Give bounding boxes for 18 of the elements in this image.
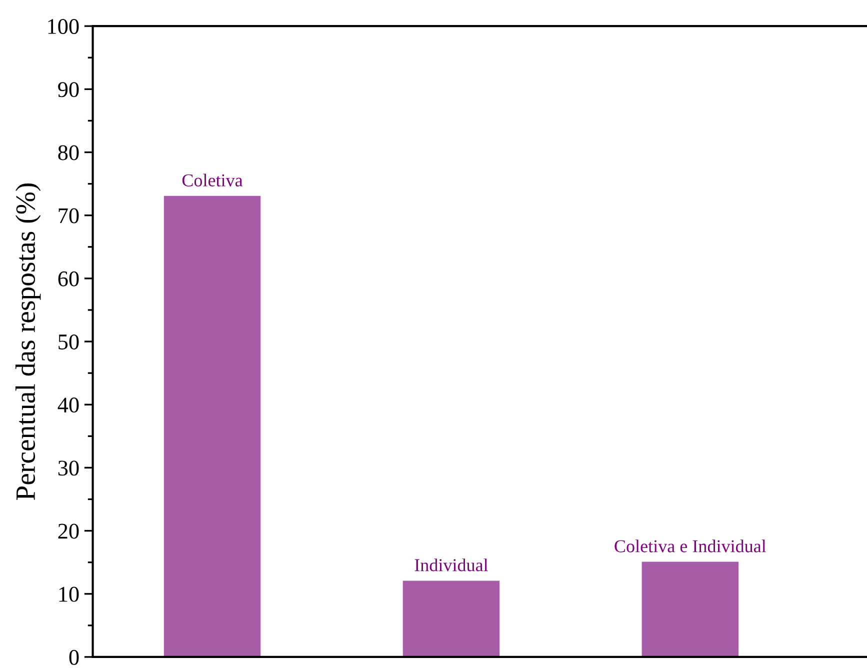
x-tick-label: Coletiva <box>182 174 243 186</box>
y-tick-label: 90 <box>58 82 79 98</box>
y-tick-label: 30 <box>58 460 79 476</box>
y-tick-label: 100 <box>48 19 79 34</box>
x-tick-label: Coletiva e Individual <box>614 540 766 552</box>
y-tick-label: 0 <box>69 650 79 665</box>
bar <box>402 580 500 657</box>
y-tick-label: 20 <box>58 524 79 539</box>
y-axis-title: Percentual das respostas (%) <box>15 183 41 500</box>
bar <box>164 196 261 657</box>
x-tick-label: Individual <box>414 558 488 572</box>
y-tick-label: 70 <box>58 208 79 224</box>
bar <box>642 562 739 657</box>
y-tick-label: 60 <box>58 271 79 286</box>
y-tick-label: 80 <box>58 145 79 160</box>
y-tick-label: 10 <box>59 586 79 602</box>
y-tick-label: 40 <box>58 398 79 413</box>
y-tick-label: 50 <box>58 334 79 350</box>
